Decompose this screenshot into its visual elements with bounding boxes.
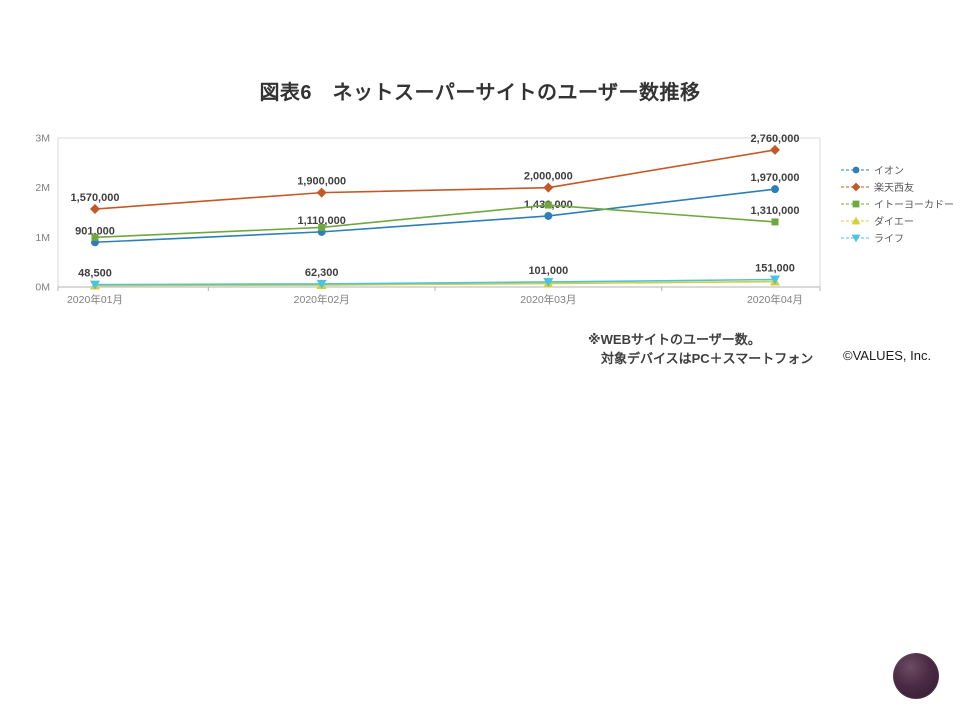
legend-label: イオン — [874, 166, 904, 177]
data-label: 151,000 — [755, 263, 795, 275]
data-label: 1,310,000 — [751, 205, 800, 217]
legend-marker-icon — [841, 216, 871, 224]
values-logo — [893, 653, 939, 699]
legend-label: ライフ — [874, 234, 904, 245]
legend-label: イトーヨーカドー — [874, 200, 954, 211]
series-line-1 — [94, 149, 776, 210]
legend-marker-icon — [841, 166, 871, 173]
legend-item-2: イトーヨーカドー — [841, 195, 954, 212]
data-label: 48,500 — [78, 268, 112, 280]
legend-item-3: ダイエー — [841, 212, 954, 229]
x-axis-tick-label: 2020年01月 — [67, 293, 123, 306]
legend-label: ダイエー — [874, 217, 914, 228]
legend-item-0: イオン — [841, 161, 954, 178]
line-chart: 0M 1M 2M 3M 2020年01月 2020年02月 2020年03月 2020年04月… — [0, 120, 960, 330]
footnote-line2: 対象デバイスはPC＋スマートフォン — [601, 351, 814, 366]
data-label: 1,900,000 — [297, 176, 346, 188]
data-label: 2,000,000 — [524, 171, 573, 183]
data-label: 2,760,000 — [751, 133, 800, 145]
legend-label: 楽天西友 — [874, 183, 914, 194]
data-label: 101,000 — [528, 265, 568, 277]
data-label: 1,570,000 — [71, 192, 120, 204]
series-line-2 — [94, 204, 776, 239]
data-label: 901,000 — [75, 225, 115, 237]
series-2: 1,310,000 — [91, 201, 800, 241]
legend-marker-icon — [841, 200, 871, 207]
data-label: 1,110,000 — [297, 215, 345, 227]
series-1: 1,570,000 1,900,000 2,000,000 2,760,000 — [71, 133, 800, 215]
y-axis-tick-label: 0M — [35, 282, 50, 294]
x-axis-tick-label: 2020年04月 — [747, 293, 803, 306]
y-axis-tick-label: 3M — [35, 133, 50, 145]
series-line-0 — [94, 188, 776, 244]
x-axis-tick-label: 2020年03月 — [520, 293, 576, 306]
copyright-text: ©VALUES, Inc. — [843, 348, 932, 363]
data-label: 62,300 — [305, 267, 339, 279]
series-4: 48,500 62,300 101,000 151,000 — [78, 263, 795, 290]
chart-canvas: 0M 1M 2M 3M 2020年01月 2020年02月 2020年03月 2020年04月… — [35, 133, 821, 306]
legend-marker-icon — [841, 234, 871, 242]
series-line-3 — [94, 280, 776, 287]
legend-item-4: ライフ — [841, 229, 954, 246]
chart-legend: イオン楽天西友イトーヨーカドー ダイエーライフ — [841, 161, 954, 246]
data-label: 1,970,000 — [751, 172, 800, 184]
legend-item-1: 楽天西友 — [841, 178, 954, 195]
series-line-4 — [94, 278, 776, 286]
footnote-line1: ※WEBサイトのユーザー数。 — [588, 332, 761, 347]
y-axis-tick-label: 1M — [35, 232, 50, 244]
y-axis-tick-label: 2M — [35, 182, 50, 194]
x-axis-tick-label: 2020年02月 — [294, 293, 350, 306]
footnote: ※WEBサイトのユーザー数。 対象デバイスはPC＋スマートフォン — [588, 330, 813, 368]
chart-title: 図表6 ネットスーパーサイトのユーザー数推移 — [259, 82, 701, 104]
legend-marker-icon — [841, 182, 871, 191]
